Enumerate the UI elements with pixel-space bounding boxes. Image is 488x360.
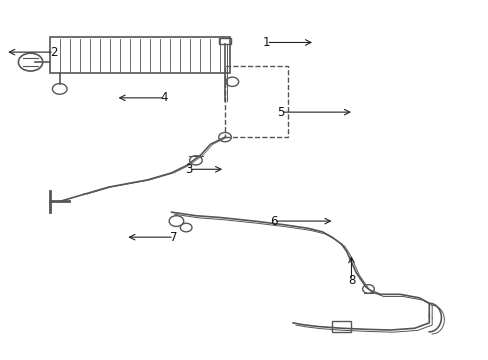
Text: 3: 3 — [184, 163, 192, 176]
Bar — [224, 66, 287, 137]
Text: 2: 2 — [50, 46, 58, 59]
Bar — [331, 321, 351, 332]
Text: 5: 5 — [277, 105, 284, 119]
Bar — [50, 37, 229, 73]
Text: 4: 4 — [160, 91, 168, 104]
Text: 7: 7 — [170, 231, 177, 244]
Text: 1: 1 — [262, 36, 269, 49]
Text: 8: 8 — [347, 274, 354, 287]
Text: 6: 6 — [269, 215, 277, 228]
Bar — [219, 38, 230, 44]
